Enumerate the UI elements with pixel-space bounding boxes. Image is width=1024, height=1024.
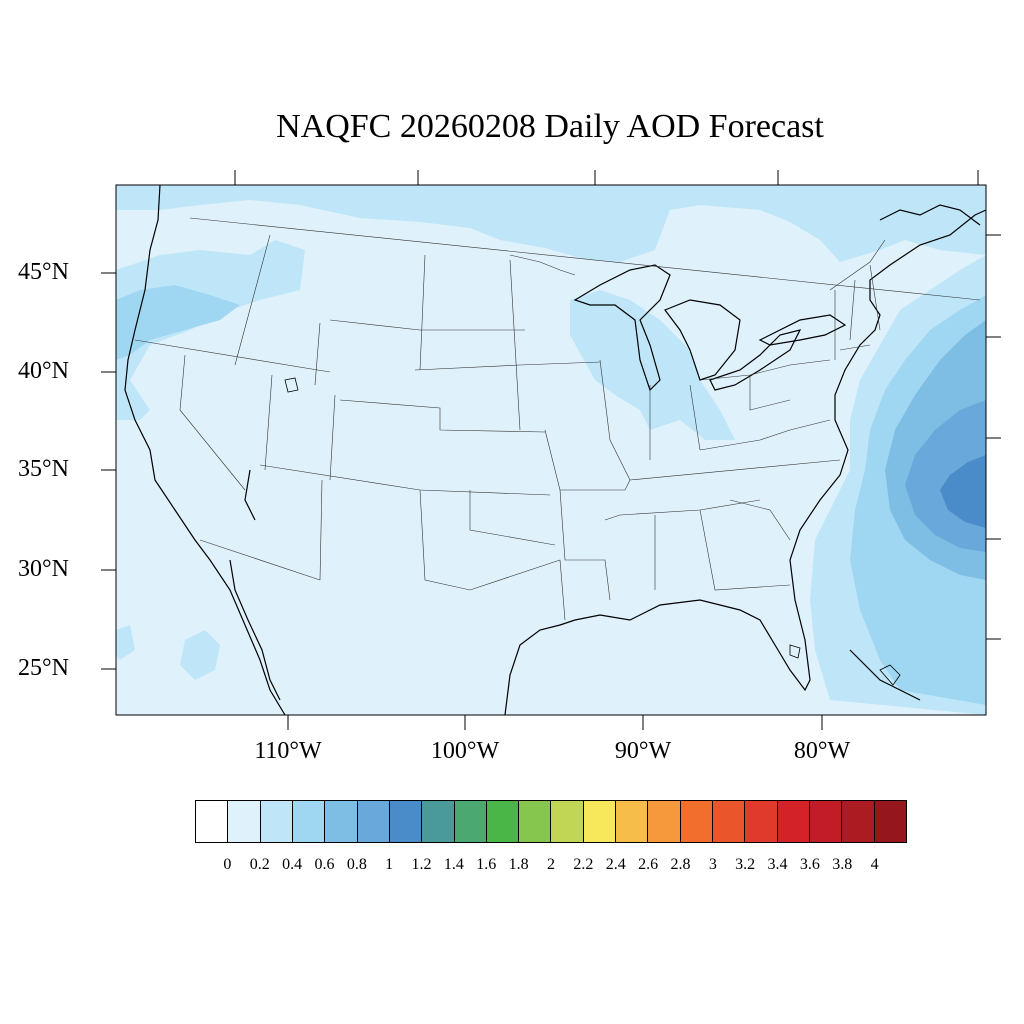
lat-label-40n: 40°N [18,358,69,384]
colorbar-cell [551,801,584,842]
colorbar-cell [389,801,423,842]
lon-label-100w: 100°W [430,738,500,764]
colorbar-cell [519,801,552,842]
map-title: NAQFC 20260208 Daily AOD Forecast [276,108,824,145]
state-borders [134,217,981,621]
lat-label-30n: 30°N [18,556,69,582]
colorbar-cell [745,801,778,842]
coastlines [124,185,986,715]
colorbar-tick-label: 1 [385,856,394,873]
colorbar-tick-label: 3.6 [799,856,820,873]
lon-label-90w: 90°W [614,738,672,764]
colorbar-tick-label: 0.4 [282,856,303,873]
colorbar-tick-label: 4 [870,856,879,873]
colorbar-cell [616,801,649,842]
colorbar-tick-label: 0.8 [346,856,367,873]
colorbar-cell [842,801,875,842]
colorbar-cell [228,801,261,842]
colorbar-cell [292,801,326,842]
colorbar-cell [777,801,810,842]
lon-label-110w: 110°W [254,738,322,764]
aod-region-mexico [116,625,135,660]
left-ticks [101,272,116,670]
colorbar-tick-label: 2.2 [573,856,594,873]
colorbar-tick-label: 1.2 [411,856,432,873]
aod-region-east-peak [940,455,986,528]
colorbar-cell [454,801,487,842]
colorbar-cell [680,801,713,842]
colorbar-cell [809,801,843,842]
colorbar-cell [583,801,617,842]
colorbar-cell [874,801,906,842]
colorbar-tick-label: 1.8 [508,856,529,873]
colorbar-cell [422,801,455,842]
colorbar-tick-label: 2 [547,856,555,873]
right-ticks [986,234,1001,640]
colorbar-tick-label: 3 [708,856,717,873]
aod-region-north [116,185,986,262]
lat-label-25n: 25°N [18,655,69,681]
map-frame [115,184,987,716]
colorbar-tick-label: 2.4 [605,856,626,873]
colorbar-tick-label: 1.6 [476,856,497,873]
colorbar-tick-label: 3.2 [735,856,756,873]
lakes [284,377,901,686]
colorbar-tick-label: 0.6 [314,856,335,873]
colorbar-cell [196,801,229,842]
bottom-ticks [287,715,823,730]
lon-label-80w: 80°W [793,738,851,764]
colorbar-tick-label: 3.4 [767,856,788,873]
colorbar-tick-label: 2.6 [638,856,659,873]
colorbar-tick-label: 3.8 [832,856,853,873]
colorbar-cell [486,801,520,842]
colorbar-cell [713,801,746,842]
colorbar-tick-label: 1.4 [443,856,464,873]
colorbar-tick-label: 2.8 [670,856,691,873]
colorbar-tick-label: 0.2 [249,856,270,873]
colorbar-cell [325,801,358,842]
aod-region-pnw [116,240,305,420]
colorbar-cell [260,801,293,842]
top-ticks [234,170,979,185]
aod-region-baja [180,630,220,680]
colorbar-tick-label: 0 [223,856,232,873]
aod-region-pnw-core [116,285,240,360]
colorbar-cell [648,801,681,842]
aod-region-greatlakes [570,290,735,440]
intl-borders [509,239,886,291]
aod-colorbar [195,800,907,843]
colorbar-cell [357,801,390,842]
lat-label-45n: 45°N [18,259,69,285]
lat-label-35n: 35°N [18,456,69,482]
